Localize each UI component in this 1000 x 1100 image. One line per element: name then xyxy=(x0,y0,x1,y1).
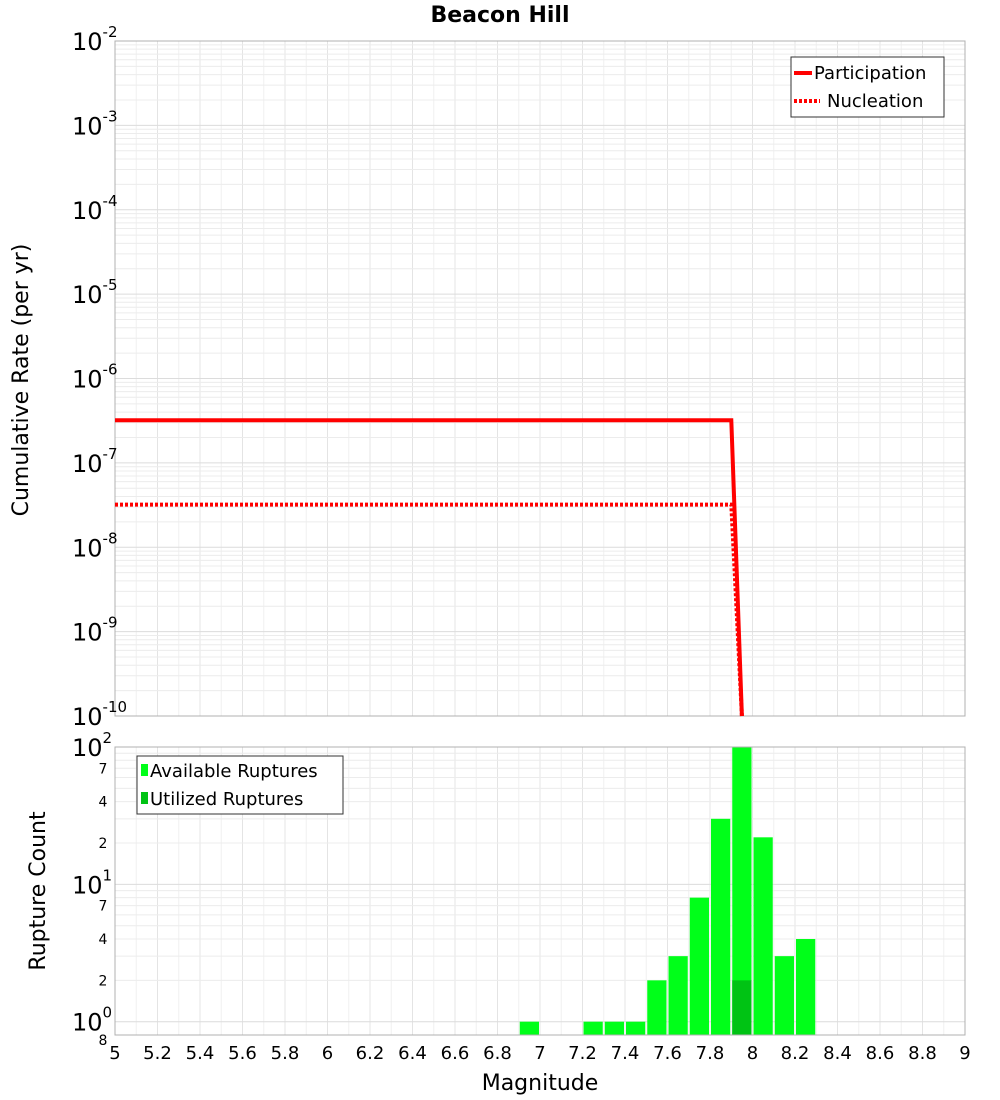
y-tick-label: 10-2 xyxy=(72,23,118,56)
bottom-panel-bars xyxy=(519,747,816,1035)
x-tick-label: 9 xyxy=(959,1043,970,1064)
y-tick-exponent: 2 xyxy=(103,729,113,747)
y-tick-exponent: -7 xyxy=(103,445,118,463)
y-tick-label: 10-7 xyxy=(72,445,118,478)
x-tick-label: 5.4 xyxy=(186,1043,215,1064)
x-tick-label: 5.8 xyxy=(271,1043,300,1064)
x-tick-label: 6.8 xyxy=(483,1043,512,1064)
x-tick-label: 7.4 xyxy=(611,1043,640,1064)
y-tick-label: 10-4 xyxy=(72,192,118,225)
available-bar xyxy=(647,980,667,1035)
legend-utilized-label: Utilized Ruptures xyxy=(150,789,303,810)
y-tick-label: 10-8 xyxy=(72,529,118,562)
available-bar xyxy=(668,956,688,1035)
x-tick-label: 6 xyxy=(322,1043,333,1064)
x-tick-label: 5.6 xyxy=(228,1043,257,1064)
y-tick-exponent: -6 xyxy=(103,361,118,379)
y-tick-label: 10-3 xyxy=(72,107,118,140)
x-tick-label: 6.4 xyxy=(398,1043,427,1064)
y-tick-label: 10-9 xyxy=(72,614,118,647)
available-bar xyxy=(796,939,816,1035)
y-tick-exponent: -9 xyxy=(103,614,118,632)
x-tick-label: 5.2 xyxy=(143,1043,172,1064)
available-bar xyxy=(689,897,709,1035)
legend-participation-label: Participation xyxy=(814,63,926,84)
x-axis-ticks: 5 5.2 5.4 5.6 5.8 6 6.2 6.4 6.6 6.8 7 7.2 7.4 7.6 7.8 8… xyxy=(109,1043,970,1064)
chart-title: Beacon Hill xyxy=(430,3,569,28)
series-line-participation xyxy=(115,418,744,717)
available-bar xyxy=(732,747,752,1035)
y-tick-exponent: -8 xyxy=(103,529,118,547)
y-tick-label: 100 xyxy=(72,1004,112,1037)
available-bar xyxy=(626,1021,646,1035)
y-tick-exponent: 1 xyxy=(103,866,113,884)
legend-available-swatch xyxy=(141,764,148,776)
y-minor-tick-label: 8 xyxy=(99,1033,108,1049)
x-tick-label: 8.2 xyxy=(781,1043,810,1064)
bottom-panel-grid xyxy=(114,746,966,1035)
y-tick-exponent: -5 xyxy=(103,276,118,294)
y-tick-label: 101 xyxy=(72,866,112,899)
bottom-legend: Available Ruptures Utilized Ruptures xyxy=(136,755,344,815)
legend-nucleation-label: Nucleation xyxy=(827,91,923,112)
x-tick-label: 6.6 xyxy=(441,1043,470,1064)
y-tick-exponent: 0 xyxy=(103,1004,113,1022)
utilized-bar xyxy=(732,980,752,1035)
x-tick-label: 8.6 xyxy=(866,1043,895,1064)
available-bar xyxy=(711,818,731,1035)
x-tick-label: 8 xyxy=(747,1043,758,1064)
y-tick-label: 10-6 xyxy=(72,361,118,394)
y-minor-tick-label: 4 xyxy=(99,795,108,811)
y-tick-exponent: -4 xyxy=(103,192,118,210)
x-tick-label: 7.2 xyxy=(568,1043,597,1064)
bottom-y-axis-label: Rupture Count xyxy=(26,811,51,971)
y-tick-label: 10-10 xyxy=(72,698,127,731)
x-axis-label: Magnitude xyxy=(482,1071,599,1096)
y-minor-tick-label: 7 xyxy=(99,899,108,915)
y-tick-exponent: -10 xyxy=(103,698,128,716)
x-tick-label: 5 xyxy=(109,1043,120,1064)
series-line-nucleation xyxy=(115,502,744,717)
top-plot-area xyxy=(114,40,966,717)
top-y-axis-label: Cumulative Rate (per yr) xyxy=(9,244,34,517)
y-tick-label: 10-5 xyxy=(72,276,118,309)
x-tick-label: 7.6 xyxy=(653,1043,682,1064)
top-panel-series xyxy=(115,418,744,717)
x-tick-label: 8.4 xyxy=(823,1043,852,1064)
y-minor-tick-label: 2 xyxy=(99,836,108,852)
y-tick-label: 102 xyxy=(72,729,112,762)
y-minor-tick-label: 4 xyxy=(99,932,108,948)
y-tick-exponent: -3 xyxy=(103,107,118,125)
legend-utilized-swatch xyxy=(141,792,148,804)
available-bar xyxy=(583,1021,603,1035)
bottom-plot-area xyxy=(114,746,966,1036)
top-legend: Participation Nucleation xyxy=(790,56,945,118)
available-bar xyxy=(753,837,773,1035)
available-bar xyxy=(519,1021,539,1035)
available-bar xyxy=(774,956,794,1035)
x-tick-label: 7 xyxy=(534,1043,545,1064)
x-tick-label: 6.2 xyxy=(356,1043,385,1064)
x-tick-label: 7.8 xyxy=(696,1043,725,1064)
top-panel-grid xyxy=(114,41,966,717)
y-tick-exponent: -2 xyxy=(103,23,118,41)
legend-available-label: Available Ruptures xyxy=(150,761,318,782)
x-tick-label: 8.8 xyxy=(908,1043,937,1064)
y-minor-tick-label: 7 xyxy=(99,761,108,777)
available-bar xyxy=(604,1021,624,1035)
y-minor-tick-label: 2 xyxy=(99,973,108,989)
